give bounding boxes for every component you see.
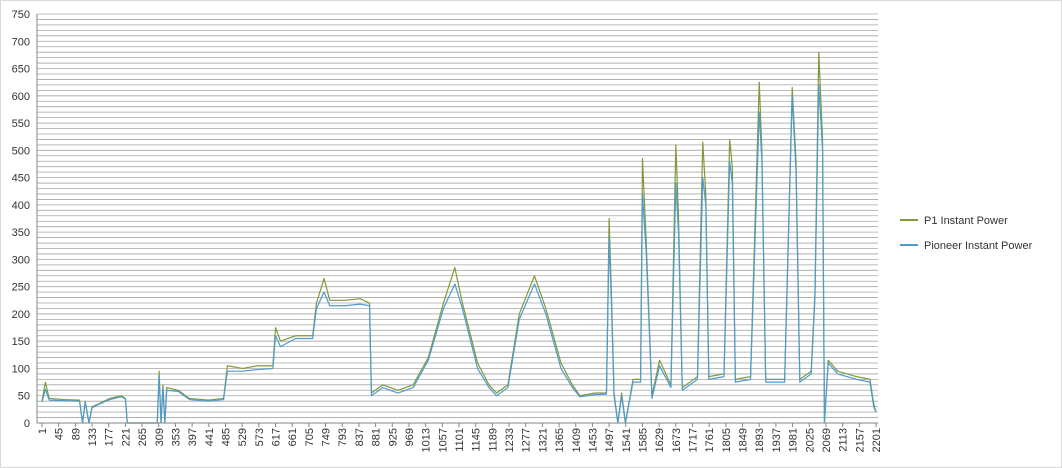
legend-label: Pioneer Instant Power <box>924 240 1033 252</box>
x-tick-label: 837 <box>354 428 366 446</box>
y-tick-label: 700 <box>12 36 30 48</box>
y-tick-label: 400 <box>12 200 30 212</box>
x-tick-label: 1805 <box>721 428 733 452</box>
x-tick-label: 661 <box>287 428 299 446</box>
x-tick-label: 793 <box>337 428 349 446</box>
x-tick-label: 1673 <box>671 428 683 452</box>
series-line <box>41 84 877 424</box>
x-tick-label: 1013 <box>421 428 433 452</box>
x-tick-label: 1277 <box>521 428 533 452</box>
x-tick-label: 2069 <box>821 428 833 452</box>
y-tick-label: 450 <box>12 173 30 185</box>
x-tick-label: 1497 <box>604 428 616 452</box>
x-tick-label: 1585 <box>637 428 649 452</box>
x-tick-label: 705 <box>304 428 316 446</box>
x-tick-label: 177 <box>104 428 116 446</box>
y-tick-label: 300 <box>12 254 30 266</box>
x-tick-label: 1233 <box>504 428 516 452</box>
x-tick-label: 2025 <box>804 428 816 452</box>
axes: 0 50 100 150 200 250 300 350 400 450 500 550 600 650 7… <box>12 9 883 452</box>
x-tick-label: 2157 <box>854 428 866 452</box>
x-tick-label: 353 <box>170 428 182 446</box>
y-tick-label: 100 <box>12 363 30 375</box>
x-tick-label: 1937 <box>771 428 783 452</box>
x-tick-label: 221 <box>120 428 132 446</box>
x-tick-label: 133 <box>87 428 99 446</box>
x-tick-label: 2201 <box>871 428 883 452</box>
x-tick-label: 265 <box>137 428 149 446</box>
x-tick-label: 1 <box>37 428 49 434</box>
x-tick-label: 529 <box>237 428 249 446</box>
plot <box>41 51 877 424</box>
legend: P1 Instant Power Pioneer Instant Power <box>900 215 1033 252</box>
x-tick-label: 969 <box>404 428 416 446</box>
x-tick-label: 309 <box>154 428 166 446</box>
y-tick-label: 650 <box>12 64 30 76</box>
y-tick-label: 0 <box>24 418 30 430</box>
legend-label: P1 Instant Power <box>924 215 1008 227</box>
x-tick-label: 485 <box>220 428 232 446</box>
x-tick-label: 573 <box>254 428 266 446</box>
y-tick-label: 350 <box>12 227 30 239</box>
y-tick-label: 550 <box>12 118 30 130</box>
x-tick-label: 1101 <box>454 428 466 452</box>
x-tick-label: 1981 <box>788 428 800 452</box>
x-tick-label: 1717 <box>688 428 700 452</box>
x-tick-label: 1893 <box>754 428 766 452</box>
x-tick-label: 1057 <box>437 428 449 452</box>
x-tick-label: 1365 <box>554 428 566 452</box>
x-tick-label: 1145 <box>471 428 483 452</box>
x-tick-label: 1761 <box>704 428 716 452</box>
x-tick-label: 441 <box>204 428 216 446</box>
x-tick-label: 1541 <box>621 428 633 452</box>
y-tick-label: 500 <box>12 145 30 157</box>
x-tick-label: 2113 <box>838 428 850 452</box>
x-tick-label: 925 <box>387 428 399 446</box>
y-tick-label: 200 <box>12 309 30 321</box>
x-tick-label: 1189 <box>487 428 499 452</box>
x-tick-label: 45 <box>54 428 66 440</box>
x-tick-label: 1849 <box>738 428 750 452</box>
x-tick-label: 1629 <box>654 428 666 452</box>
y-tick-label: 50 <box>18 391 30 403</box>
x-tick-label: 881 <box>371 428 383 446</box>
x-tick-label: 1453 <box>587 428 599 452</box>
y-tick-label: 600 <box>12 91 30 103</box>
x-tick-label: 1321 <box>537 428 549 452</box>
x-tick-label: 1409 <box>571 428 583 452</box>
y-tick-label: 150 <box>12 336 30 348</box>
x-tick-label: 397 <box>187 428 199 446</box>
y-tick-label: 250 <box>12 282 30 294</box>
x-tick-label: 617 <box>271 428 283 446</box>
x-tick-label: 89 <box>70 428 82 440</box>
x-tick-label: 749 <box>321 428 333 446</box>
y-tick-label: 750 <box>12 9 30 21</box>
